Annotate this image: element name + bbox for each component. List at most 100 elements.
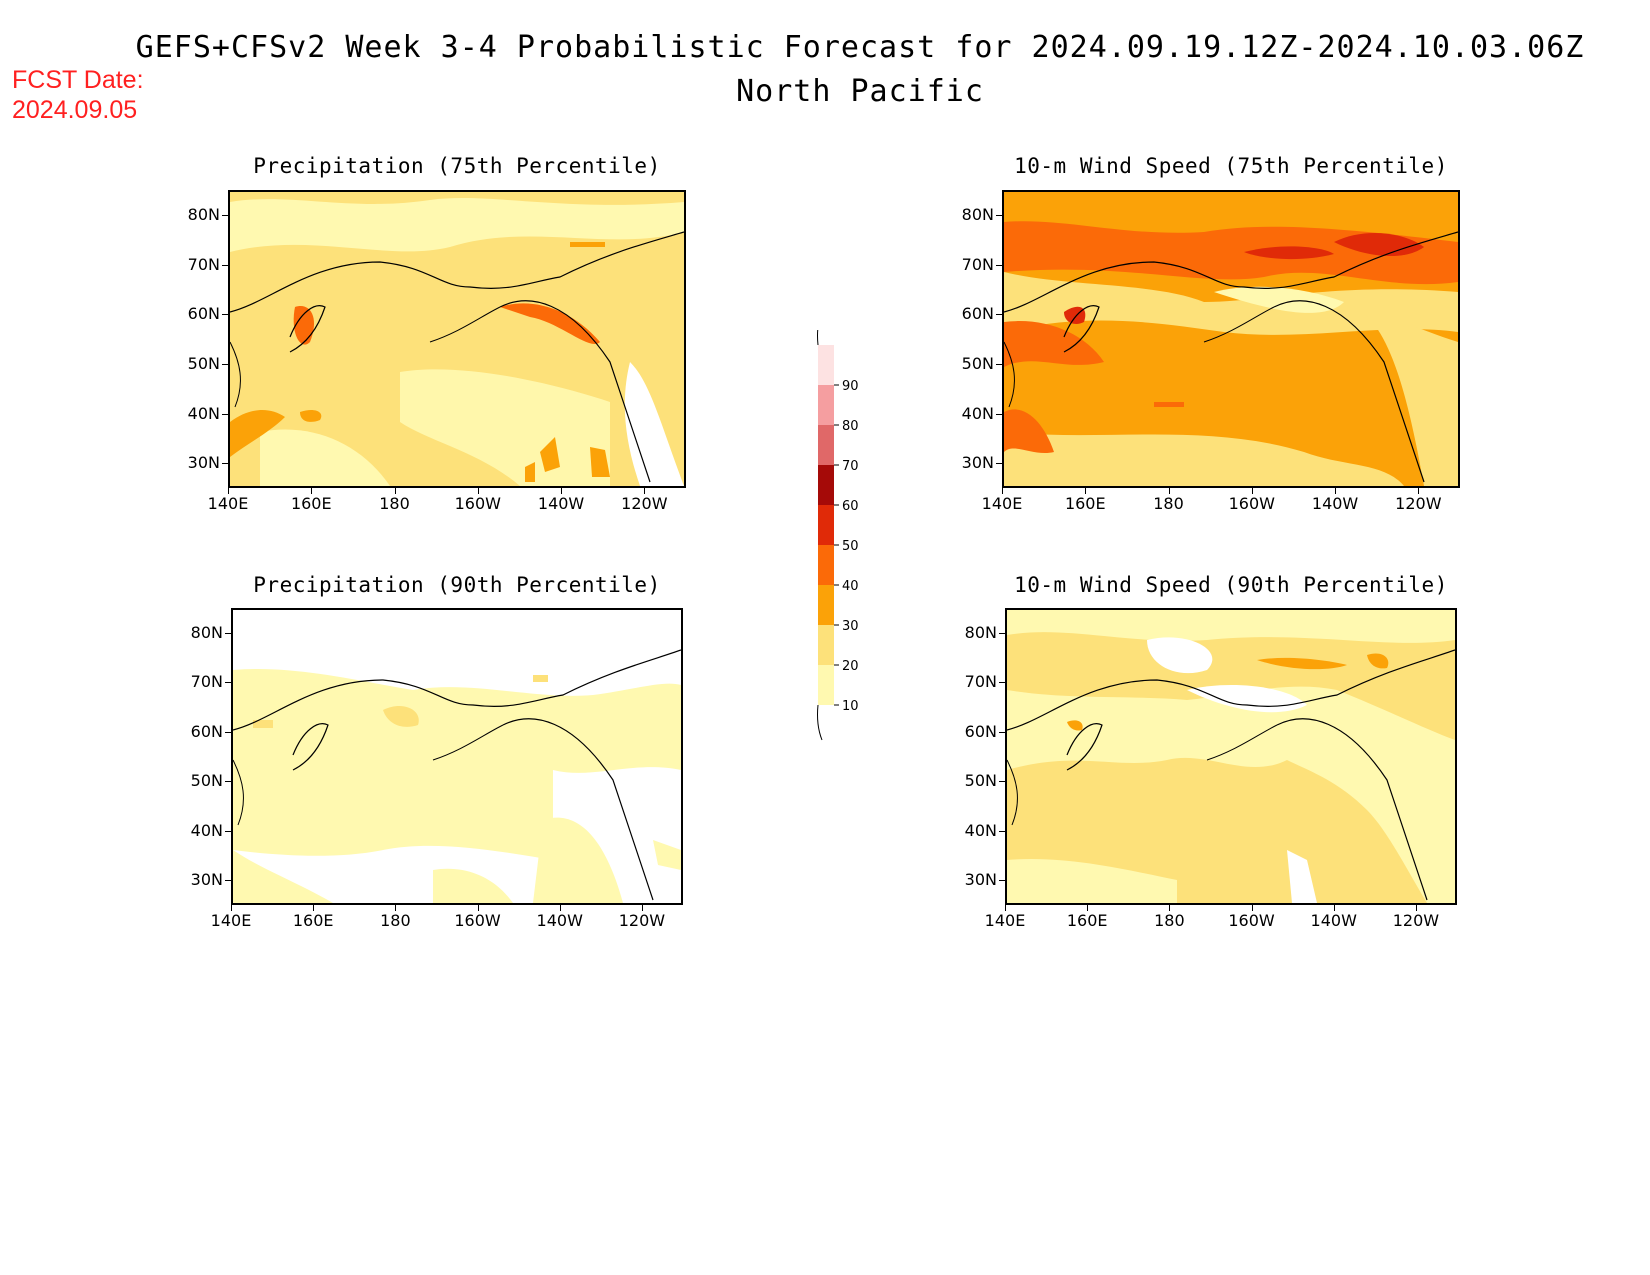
colorbar-label: 50 (842, 539, 859, 554)
lat-tick-mark (999, 682, 1005, 684)
fcst-date-value: 2024.09.05 (12, 96, 138, 124)
lon-tick-mark (313, 905, 315, 911)
colorbar-label: 20 (842, 659, 859, 674)
lon-tick-mark (477, 488, 479, 494)
lon-tick-mark (477, 905, 479, 911)
lat-tick-mark (222, 463, 228, 465)
lon-tick-mark (1087, 905, 1089, 911)
lon-tick-mark (559, 905, 561, 911)
lon-tick-label: 120W (621, 494, 668, 513)
colorbar-label: 70 (842, 459, 859, 474)
main-title: GEFS+CFSv2 Week 3-4 Probabilistic Foreca… (135, 30, 1585, 65)
lat-tick-label: 60N (187, 304, 220, 324)
lon-tick-mark (1002, 488, 1003, 494)
lat-tick-label: 70N (961, 254, 994, 274)
lon-tick-label: 160W (454, 494, 501, 513)
map-wind-75 (1002, 190, 1460, 488)
lat-tick-label: 40N (187, 403, 220, 423)
lat-tick-mark (999, 830, 1005, 832)
panel-title: Precipitation (75th Percentile) (253, 154, 661, 178)
lat-tick-label: 30N (187, 453, 220, 473)
lat-tick-label: 80N (190, 622, 223, 642)
lat-tick-label: 70N (187, 254, 220, 274)
lon-tick-mark (1168, 488, 1170, 494)
lon-tick-label: 120W (1395, 494, 1442, 513)
lon-tick-label: 140E (207, 494, 249, 513)
lon-tick-label: 160E (1066, 911, 1108, 930)
lon-tick-label: 140W (537, 494, 585, 513)
lat-tick-mark (222, 214, 228, 216)
lon-tick-label: 120W (1392, 911, 1440, 930)
colorbar-box (818, 625, 834, 665)
colorbar-label: 40 (842, 579, 859, 594)
lat-tick-label: 70N (190, 672, 223, 692)
lon-tick-label: 180 (379, 494, 410, 513)
lon-tick-mark (1415, 905, 1417, 911)
lat-tick-label: 50N (964, 771, 997, 791)
colorbar-box (818, 425, 834, 465)
lat-tick-label: 50N (961, 353, 994, 373)
lat-tick-label: 60N (964, 721, 997, 741)
map-wind-90 (1005, 608, 1457, 905)
lon-tick-label: 140E (981, 494, 1023, 513)
lon-tick-mark (394, 488, 396, 494)
colorbar-box (818, 465, 834, 505)
colorbar-box (818, 385, 834, 425)
lon-tick-label: 140W (536, 911, 583, 930)
lon-tick-label: 180 (1153, 494, 1184, 513)
lat-tick-mark (996, 314, 1002, 316)
lon-tick-mark (644, 488, 646, 494)
lon-tick-mark (1251, 905, 1253, 911)
lat-tick-mark (999, 632, 1005, 634)
lon-tick-label: 140W (1310, 911, 1357, 930)
fcst-date-label: FCST Date: (12, 66, 144, 94)
lat-tick-label: 30N (961, 453, 994, 473)
lat-tick-label: 40N (961, 403, 994, 423)
lon-tick-label: 140E (984, 911, 1026, 930)
lat-tick-mark (222, 264, 228, 266)
colorbar: 10 20 30 40 50 60 70 80 90 (817, 330, 859, 741)
lat-tick-label: 60N (190, 721, 223, 741)
colorbar-box (818, 505, 834, 545)
lon-tick-mark (1418, 488, 1420, 494)
region-title: North Pacific (736, 74, 984, 109)
lon-tick-label: 180 (380, 911, 411, 930)
lat-tick-mark (225, 682, 231, 684)
colorbar-label: 90 (842, 379, 859, 394)
lat-tick-label: 80N (187, 204, 220, 224)
lon-tick-mark (231, 905, 232, 911)
map-precip-90 (231, 608, 683, 905)
lat-tick-label: 30N (964, 870, 997, 890)
colorbar-box (818, 585, 834, 625)
lat-tick-label: 80N (961, 204, 994, 224)
lat-tick-mark (996, 463, 1002, 465)
lon-tick-mark (1333, 905, 1335, 911)
colorbar-label: 10 (842, 699, 859, 714)
lat-tick-mark (225, 781, 231, 783)
colorbar-bottom-end (817, 704, 823, 741)
lat-tick-mark (222, 314, 228, 316)
colorbar-top-end (817, 330, 819, 346)
lat-tick-label: 50N (190, 771, 223, 791)
lon-tick-mark (1335, 488, 1337, 494)
panel-title: Precipitation (90th Percentile) (253, 573, 661, 597)
lon-tick-label: 160E (1064, 494, 1106, 513)
lat-tick-mark (225, 880, 231, 882)
lon-tick-label: 160W (1228, 911, 1275, 930)
lon-tick-label: 160W (1228, 494, 1275, 513)
lat-tick-mark (996, 413, 1002, 415)
lat-tick-mark (996, 264, 1002, 266)
lat-tick-mark (225, 632, 231, 634)
lon-tick-mark (395, 905, 397, 911)
colorbar-label: 60 (842, 499, 859, 514)
lon-tick-mark (1251, 488, 1253, 494)
map-precip-75 (228, 190, 686, 488)
lon-tick-label: 160E (290, 494, 332, 513)
lat-tick-label: 50N (187, 353, 220, 373)
lat-tick-mark (996, 214, 1002, 216)
lat-tick-mark (999, 880, 1005, 882)
lon-tick-label: 120W (618, 911, 666, 930)
lat-tick-mark (996, 363, 1002, 365)
colorbar-label: 30 (842, 619, 859, 634)
colorbar-box (818, 665, 834, 705)
